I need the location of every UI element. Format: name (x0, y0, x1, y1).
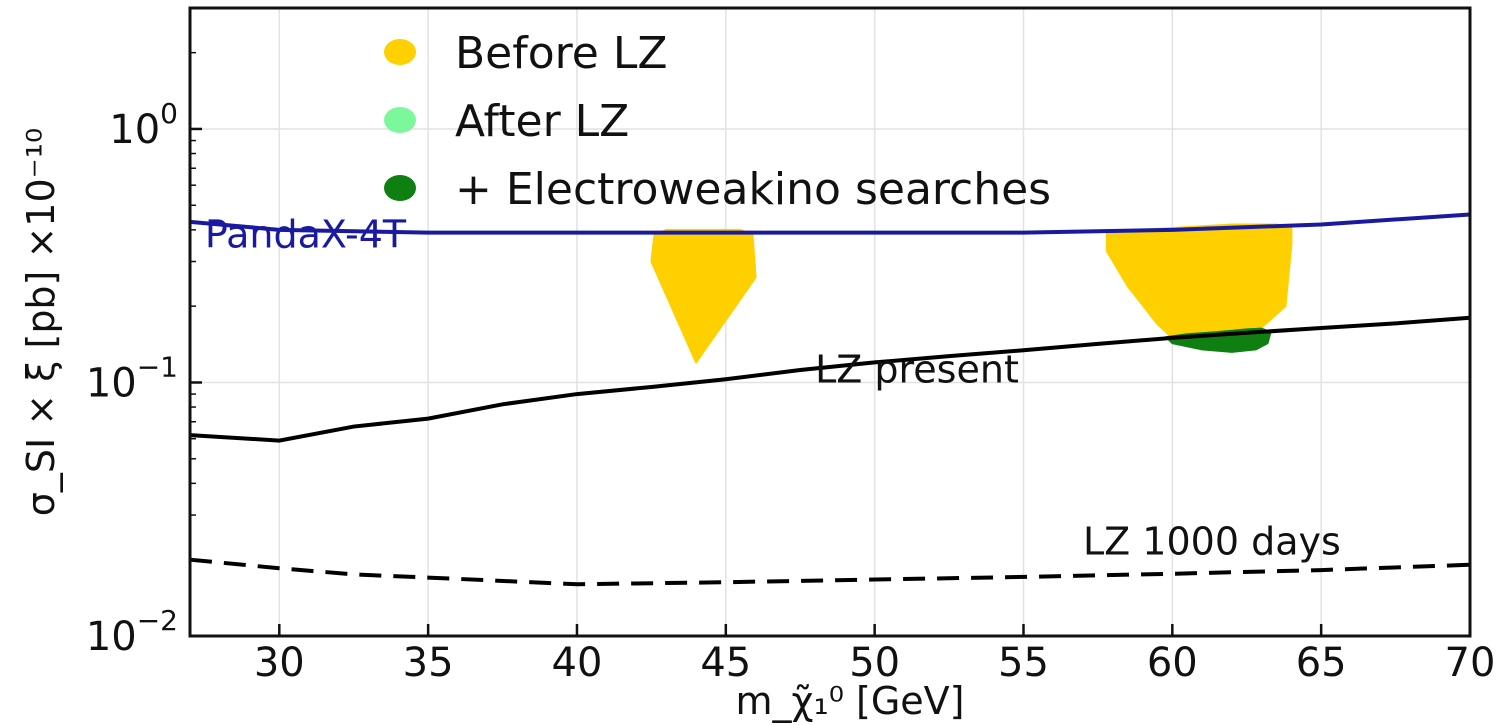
allowed-regions (651, 224, 1291, 362)
legend-marker-before-lz (384, 39, 416, 65)
y-axis-label: σ_SI × ξ [pb] ×10⁻¹⁰ (19, 128, 63, 516)
region-before-lz-1 (1107, 224, 1292, 337)
annotation-lz-present: LZ present (815, 347, 1019, 391)
y-tick-label: 10−1 (86, 350, 178, 406)
x-tick-label: 70 (1445, 640, 1496, 686)
x-tick-label: 40 (552, 640, 603, 686)
x-tick-label: 55 (998, 640, 1049, 686)
legend-label-electroweakino-searches: + Electroweakino searches (455, 164, 1051, 215)
legend-marker-electroweakino-searches (384, 175, 416, 201)
legend: Before LZ After LZ + Electroweakino search… (384, 28, 1051, 215)
legend-marker-after-lz (384, 107, 416, 133)
region-before-lz-0 (651, 230, 755, 363)
x-tick-label: 30 (254, 640, 305, 686)
x-tick-label: 65 (1296, 640, 1347, 686)
y-tick-label: 100 (109, 97, 178, 153)
y-tick-label: 10−2 (86, 604, 178, 660)
line-lz-1000-days (190, 560, 1470, 585)
x-tick-label: 35 (403, 640, 454, 686)
legend-label-after-lz: After LZ (455, 96, 629, 147)
annotation-lz-1000-days: LZ 1000 days (1083, 519, 1341, 563)
annotation-pandax-4t: PandaX-4T (205, 213, 407, 257)
legend-label-before-lz: Before LZ (455, 28, 668, 79)
x-tick-label: 60 (1147, 640, 1198, 686)
x-axis-label: m_χ̃₁⁰ [GeV] (736, 679, 965, 723)
